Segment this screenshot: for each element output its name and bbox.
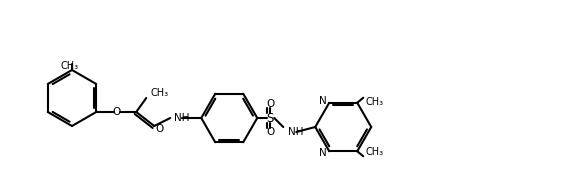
Text: S: S — [266, 111, 274, 124]
Text: NH: NH — [288, 127, 303, 137]
Text: O: O — [155, 124, 164, 134]
Text: CH₃: CH₃ — [150, 88, 169, 98]
Text: CH₃: CH₃ — [365, 147, 383, 157]
Text: N: N — [320, 148, 327, 158]
Text: O: O — [266, 99, 274, 109]
Text: CH₃: CH₃ — [365, 97, 383, 107]
Text: CH₃: CH₃ — [61, 61, 79, 71]
Text: NH: NH — [174, 113, 190, 123]
Text: N: N — [320, 96, 327, 106]
Text: O: O — [266, 127, 274, 137]
Text: O: O — [112, 107, 120, 117]
